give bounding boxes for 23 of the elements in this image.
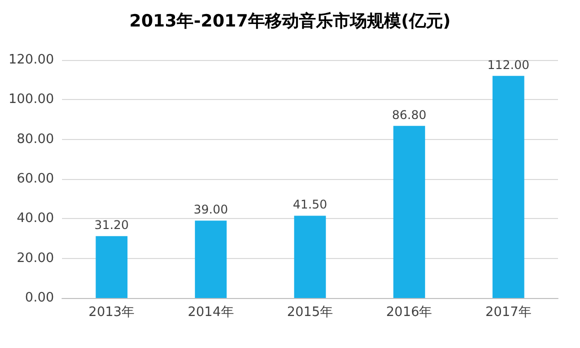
chart-title: 2013年-2017年移动音乐市场规模(亿元) (129, 12, 451, 32)
y-tick-label: 80.00 (16, 132, 54, 147)
data-label: 86.80 (392, 108, 426, 122)
x-tick-label: 2015年 (286, 305, 334, 320)
bar (393, 126, 426, 298)
x-tick-label: 2014年 (188, 305, 234, 320)
bar (96, 236, 128, 298)
y-tick-label: 120.00 (8, 52, 54, 68)
bar (294, 216, 326, 298)
x-tick-label: 2013年 (88, 305, 135, 320)
x-tick-label: 2017年 (485, 305, 532, 320)
bar (492, 76, 524, 298)
bar (194, 220, 227, 298)
data-label: 31.20 (94, 218, 129, 232)
y-tick-label: 40.00 (16, 211, 54, 226)
y-tick-label: 100.00 (8, 92, 54, 108)
data-label: 39.00 (194, 202, 228, 217)
y-tick-label: 60.00 (16, 172, 54, 186)
y-tick-label: 0.00 (25, 290, 54, 306)
data-label: 41.50 (292, 198, 328, 212)
y-tick-label: 20.00 (16, 250, 54, 266)
data-label: 112.00 (487, 58, 530, 72)
x-tick-label: 2016年 (386, 305, 432, 320)
